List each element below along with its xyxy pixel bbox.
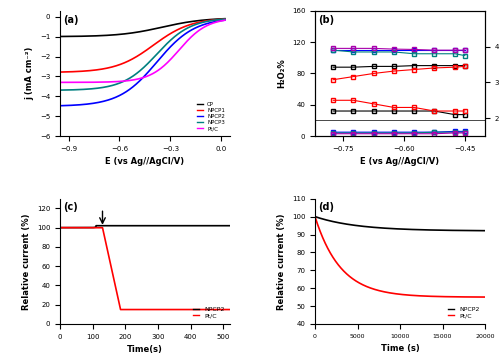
Y-axis label: Relative current (%): Relative current (%) (22, 213, 31, 310)
Text: (d): (d) (318, 202, 334, 212)
Y-axis label: j (mA cm⁻²): j (mA cm⁻²) (26, 47, 35, 100)
X-axis label: E (vs Ag//AgCl/V): E (vs Ag//AgCl/V) (106, 157, 184, 166)
Legend: NPCP2, Pt/C: NPCP2, Pt/C (190, 304, 227, 321)
Legend: CP, NPCP1, NPCP2, NPCP3, Pt/C: CP, NPCP1, NPCP2, NPCP3, Pt/C (195, 99, 227, 133)
Legend: NPCP2, Pt/C: NPCP2, Pt/C (446, 304, 482, 321)
X-axis label: Time (s): Time (s) (380, 344, 420, 353)
Text: (a): (a) (64, 14, 79, 24)
Text: (c): (c) (64, 202, 78, 212)
X-axis label: Time(s): Time(s) (127, 345, 163, 354)
X-axis label: E (vs Ag//AgCl/V): E (vs Ag//AgCl/V) (360, 157, 440, 166)
Y-axis label: Relative current (%): Relative current (%) (277, 213, 286, 310)
Y-axis label: H₂O₂%: H₂O₂% (277, 59, 286, 88)
Text: (b): (b) (318, 14, 334, 24)
